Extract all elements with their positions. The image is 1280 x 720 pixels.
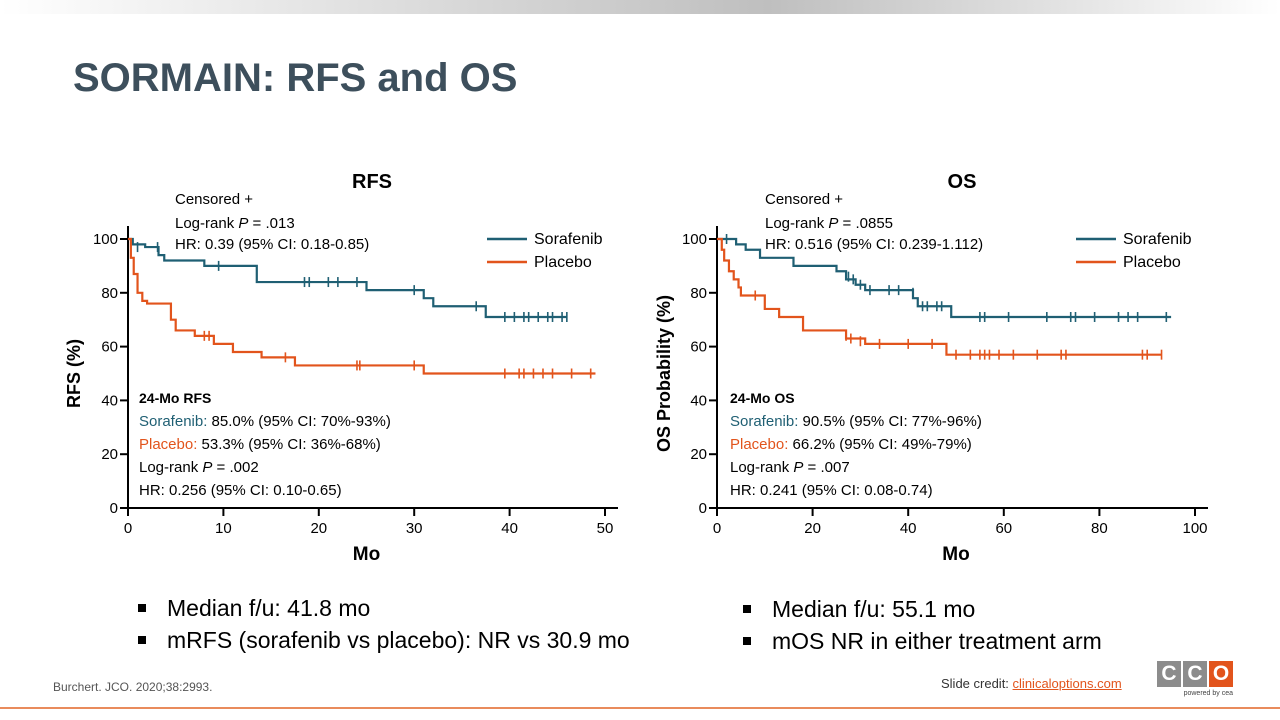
x-axis-label: Mo	[353, 544, 380, 565]
y-tick-label: 0	[699, 500, 707, 517]
os-bullet-list: Median f/u: 55.1 mo mOS NR in either tre…	[743, 593, 1102, 657]
cco-logo: C C O powered by cea	[1157, 661, 1233, 707]
y-tick-label: 0	[110, 500, 118, 517]
x-tick-label: 20	[804, 520, 821, 537]
x-tick-label: 80	[1091, 520, 1108, 537]
y-axis-label: OS Probability (%)	[654, 295, 674, 452]
list-item: mRFS (sorafenib vs placebo): NR vs 30.9 …	[138, 624, 630, 656]
slide-title: SORMAIN: RFS and OS	[73, 56, 518, 100]
annotation-censored: Censored +	[175, 191, 253, 208]
annotation-placebo-label: Placebo:	[730, 436, 788, 453]
logo-letter-c2: C	[1183, 661, 1207, 687]
y-tick-label: 40	[690, 392, 707, 409]
series-line-placebo	[717, 237, 1162, 356]
legend-label: Placebo	[534, 254, 592, 271]
annotation-logrank-24mo: Log-rank P = .002	[139, 459, 259, 476]
x-tick-label: 20	[310, 520, 327, 537]
annotation-hr: HR: 0.39 (95% CI: 0.18-0.85)	[175, 236, 369, 253]
annotation-text: 90.5% (95% CI: 77%-96%)	[798, 413, 981, 430]
y-axis-label: RFS (%)	[64, 339, 84, 408]
annotation-p: P	[202, 459, 212, 476]
x-tick-label: 100	[1182, 520, 1207, 537]
annotation-text: = .007	[803, 459, 849, 476]
legend-label: Sorafenib	[534, 231, 603, 248]
credit-label: Slide credit:	[941, 676, 1013, 691]
y-tick-label: 60	[690, 339, 707, 356]
x-tick-label: 0	[713, 520, 721, 537]
y-tick-label: 100	[682, 231, 707, 248]
x-axis-label: Mo	[942, 544, 969, 565]
credit-link[interactable]: clinicaloptions.com	[1012, 676, 1122, 691]
annotation-logrank: Log-rank P = .013	[175, 215, 295, 232]
annotation-censored: Censored +	[765, 191, 843, 208]
list-item: Median f/u: 55.1 mo	[743, 593, 1102, 625]
y-tick-label: 20	[690, 446, 707, 463]
annotation-logrank-24mo: Log-rank P = .007	[730, 459, 850, 476]
annotation-logrank: Log-rank P = .0855	[765, 215, 893, 232]
annotation-placebo: Placebo: 53.3% (95% CI: 36%-68%)	[139, 436, 381, 453]
annotation-sorafenib: Sorafenib: 90.5% (95% CI: 77%-96%)	[730, 413, 982, 430]
bottom-accent-line	[0, 707, 1280, 709]
annotation-sorafenib: Sorafenib: 85.0% (95% CI: 70%-93%)	[139, 413, 391, 430]
slide-credit: Slide credit: clinicaloptions.com	[941, 676, 1122, 691]
citation: Burchert. JCO. 2020;38:2993.	[53, 680, 213, 694]
annotation-sorafenib-label: Sorafenib:	[139, 413, 207, 430]
series-line-sorafenib	[717, 237, 1172, 319]
x-tick-label: 40	[900, 520, 917, 537]
annotation-text: 85.0% (95% CI: 70%-93%)	[207, 413, 390, 430]
logo-letter-c1: C	[1157, 661, 1181, 687]
series-line-sorafenib	[128, 237, 567, 319]
y-tick-label: 60	[101, 339, 118, 356]
list-item: mOS NR in either treatment arm	[743, 625, 1102, 657]
y-tick-label: 40	[101, 392, 118, 409]
annotation-text: Log-rank	[765, 215, 828, 232]
annotation-text: = .013	[248, 215, 294, 232]
series-line-placebo	[128, 237, 596, 375]
x-tick-label: 30	[406, 520, 423, 537]
annotation-p: P	[828, 215, 838, 232]
annotation-p: P	[793, 459, 803, 476]
x-tick-label: 60	[995, 520, 1012, 537]
y-tick-label: 20	[101, 446, 118, 463]
annotation-text: Log-rank	[730, 459, 793, 476]
annotation-placebo-label: Placebo:	[139, 436, 197, 453]
annotation-heading: 24-Mo OS	[730, 390, 795, 406]
logo-letter-o: O	[1209, 661, 1233, 687]
annotation-text: 53.3% (95% CI: 36%-68%)	[197, 436, 380, 453]
annotation-text: 66.2% (95% CI: 49%-79%)	[788, 436, 971, 453]
legend-label: Sorafenib	[1123, 231, 1192, 248]
chart-title: RFS	[352, 171, 392, 193]
annotation-text: = .002	[212, 459, 258, 476]
y-tick-label: 80	[101, 285, 118, 302]
legend-label: Placebo	[1123, 254, 1181, 271]
annotation-p: P	[238, 215, 248, 232]
annotation-hr-24mo: HR: 0.241 (95% CI: 0.08-0.74)	[730, 482, 933, 499]
x-tick-label: 50	[597, 520, 614, 537]
x-tick-label: 10	[215, 520, 232, 537]
x-tick-label: 40	[501, 520, 518, 537]
annotation-sorafenib-label: Sorafenib:	[730, 413, 798, 430]
annotation-text: Log-rank	[175, 215, 238, 232]
top-gradient-bar	[0, 0, 1280, 14]
y-tick-label: 80	[690, 285, 707, 302]
annotation-hr-24mo: HR: 0.256 (95% CI: 0.10-0.65)	[139, 482, 342, 499]
y-tick-label: 100	[93, 231, 118, 248]
x-tick-label: 0	[124, 520, 132, 537]
rfs-bullet-list: Median f/u: 41.8 mo mRFS (sorafenib vs p…	[138, 592, 630, 656]
annotation-placebo: Placebo: 66.2% (95% CI: 49%-79%)	[730, 436, 972, 453]
annotation-text: = .0855	[838, 215, 893, 232]
annotation-text: Log-rank	[139, 459, 202, 476]
annotation-heading: 24-Mo RFS	[139, 390, 211, 406]
chart-title: OS	[948, 171, 977, 193]
logo-tagline: powered by cea	[1183, 690, 1233, 697]
annotation-hr: HR: 0.516 (95% CI: 0.239-1.112)	[765, 236, 983, 253]
list-item: Median f/u: 41.8 mo	[138, 592, 630, 624]
